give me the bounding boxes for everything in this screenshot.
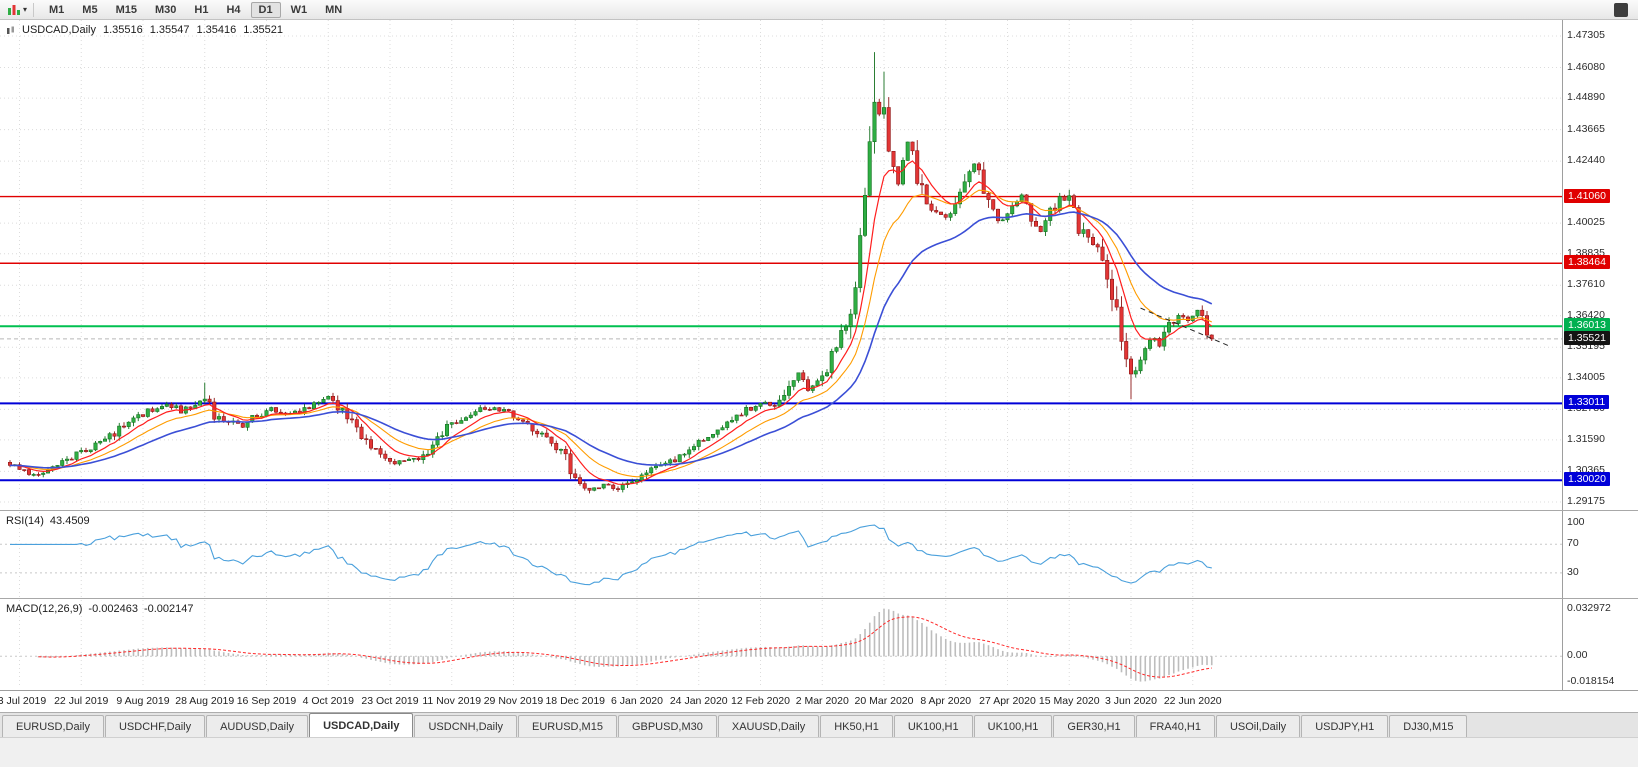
chart-area[interactable]: USDCAD,Daily 1.35516 1.35547 1.35416 1.3… [0, 20, 1638, 690]
status-area [0, 737, 1638, 767]
candles [8, 52, 1214, 494]
timeframe-button-h4[interactable]: H4 [226, 3, 241, 16]
time-axis-label: 29 Nov 2019 [483, 695, 544, 707]
chart-tab-dj30-m15[interactable]: DJ30,M15 [1389, 715, 1468, 737]
support-price-label: 1.36013 [1564, 318, 1610, 333]
time-axis-label: 6 Jan 2020 [611, 695, 663, 707]
timeframe-button-h1[interactable]: H1 [194, 3, 209, 16]
chart-tab-eurusd-m15[interactable]: EURUSD,M15 [518, 715, 617, 737]
chart-tab-hk50-h1[interactable]: HK50,H1 [820, 715, 893, 737]
time-axis-label: 20 Mar 2020 [854, 695, 914, 707]
timeframe-button-m1[interactable]: M1 [49, 3, 65, 16]
price-axis-label: 1.34005 [1567, 370, 1605, 383]
toolbar-corner-icon[interactable] [1614, 3, 1628, 17]
chart-tab-uk100-h1[interactable]: UK100,H1 [973, 715, 1053, 737]
time-axis-label: 3 Jun 2020 [1105, 695, 1157, 707]
timeframe-button-w1[interactable]: W1 [290, 3, 308, 16]
time-axis-label: 4 Oct 2019 [302, 695, 354, 707]
time-axis-label: 18 Dec 2019 [545, 695, 606, 707]
time-axis-label: 15 May 2020 [1038, 695, 1100, 707]
toolbar-separator [33, 2, 35, 17]
time-axis-label: 3 Jul 2019 [0, 695, 47, 707]
price-axis-label: 1.47305 [1567, 29, 1605, 42]
chart-tab-uk100-h1[interactable]: UK100,H1 [893, 715, 973, 737]
price-axis-label: 1.40025 [1567, 216, 1605, 229]
price-axis-label: 1.29175 [1567, 495, 1605, 507]
chart-type-icon[interactable] [6, 3, 22, 17]
resistance-price-label: 1.41060 [1564, 188, 1610, 203]
macd-axis-label: 0.032972 [1567, 602, 1611, 614]
price-axis[interactable]: 1.47305 1.46080 1.44890 1.43665 1.42440 1.400… [1562, 20, 1638, 690]
time-axis-label: 11 Nov 2019 [422, 695, 482, 707]
timeframe-buttons: M1 M5 M15 M30 H1 H4 D1 W1 MN [41, 1, 352, 18]
chart-tab-bar: EURUSD,Daily USDCHF,Daily AUDUSD,Daily USDC… [0, 712, 1638, 737]
trendline [1140, 307, 1231, 348]
rsi-axis-label: 70 [1567, 537, 1579, 550]
rsi-line [10, 524, 1212, 586]
time-axis-label: 16 Sep 2019 [236, 695, 297, 707]
price-axis-label: 1.37610 [1567, 278, 1605, 291]
resistance-price-label: 1.38464 [1564, 255, 1610, 270]
price-axis-label: 1.31590 [1567, 432, 1605, 445]
support-price-label: 1.30020 [1564, 472, 1610, 487]
chart-tab-xauusd-daily[interactable]: XAUUSD,Daily [717, 715, 820, 737]
panel-separator[interactable] [0, 510, 1638, 511]
chart-tab-usoil-daily[interactable]: USOil,Daily [1215, 715, 1301, 737]
timeframe-button-m5[interactable]: M5 [82, 3, 98, 16]
price-axis-label: 1.36420 [1567, 308, 1605, 321]
chart-tab-ger30-h1[interactable]: GER30,H1 [1053, 715, 1135, 737]
chart-tab-usdjpy-h1[interactable]: USDJPY,H1 [1301, 715, 1389, 737]
rsi-axis-label: 100 [1567, 515, 1585, 528]
chart-tab-fra40-h1[interactable]: FRA40,H1 [1135, 715, 1215, 737]
macd-histogram [37, 608, 1213, 682]
time-axis-label: 12 Feb 2020 [731, 695, 790, 707]
chart-tab-usdcad-daily[interactable]: USDCAD,Daily [309, 713, 414, 737]
rsi-axis-label: 30 [1567, 565, 1579, 578]
macd-axis-label: -0.018154 [1567, 675, 1615, 687]
panel-separator[interactable] [0, 598, 1638, 599]
time-axis-label: 24 Jan 2020 [669, 695, 728, 707]
time-axis-label: 22 Jun 2020 [1163, 695, 1222, 707]
timeframe-button-m15[interactable]: M15 [115, 3, 137, 16]
time-axis-label: 27 Apr 2020 [979, 695, 1036, 707]
macd-canvas[interactable] [0, 600, 1562, 688]
timeframe-button-d1[interactable]: D1 [250, 1, 281, 18]
chart-tab-audusd-daily[interactable]: AUDUSD,Daily [206, 715, 309, 737]
timeframe-button-mn[interactable]: MN [325, 3, 343, 16]
macd-axis-label: 0.00 [1567, 649, 1588, 662]
macd-signal-line [38, 616, 1212, 678]
support-price-label: 1.33011 [1564, 395, 1610, 410]
time-axis-label: 2 Mar 2020 [795, 695, 849, 707]
time-axis-label: 23 Oct 2019 [361, 695, 419, 707]
moving-average-line [10, 211, 1213, 469]
time-axis-label: 8 Apr 2020 [920, 695, 972, 707]
time-axis-label: 28 Aug 2019 [175, 695, 235, 707]
top-toolbar: ▾ M1 M5 M15 M30 H1 H4 D1 W1 MN [0, 0, 1638, 20]
chart-tab-usdcnh-daily[interactable]: USDCNH,Daily [414, 715, 518, 737]
chart-tab-eurusd-daily[interactable]: EURUSD,Daily [2, 715, 104, 737]
dropdown-arrow-icon[interactable]: ▾ [23, 5, 28, 14]
price-axis-label: 1.43665 [1567, 122, 1605, 135]
timeframe-button-m30[interactable]: M30 [154, 3, 177, 16]
chart-tab-gbpusd-m30[interactable]: GBPUSD,M30 [617, 715, 717, 737]
time-axis-label: 9 Aug 2019 [116, 695, 170, 707]
main-chart-canvas[interactable] [0, 20, 1562, 510]
moving-average-line [9, 189, 1213, 478]
current-price-price-label: 1.35521 [1564, 330, 1610, 345]
price-axis-label: 1.42440 [1567, 154, 1605, 167]
time-axis-label: 22 Jul 2019 [54, 695, 109, 707]
rsi-canvas[interactable] [0, 512, 1562, 598]
chart-tab-usdchf-daily[interactable]: USDCHF,Daily [104, 715, 206, 737]
time-axis[interactable]: 3 Jul 2019 22 Jul 2019 9 Aug 2019 28 Aug 20… [0, 690, 1638, 712]
moving-average-line [9, 160, 1213, 485]
price-axis-label: 1.44890 [1567, 91, 1605, 104]
price-axis-label: 1.46080 [1567, 60, 1605, 73]
